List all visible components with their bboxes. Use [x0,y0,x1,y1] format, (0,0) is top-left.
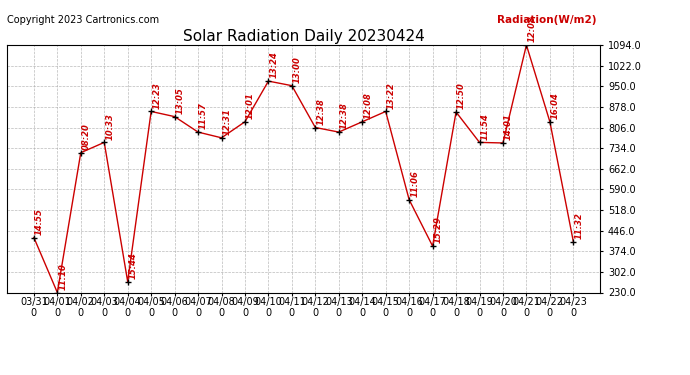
Text: 11:32: 11:32 [574,212,583,239]
Text: 11:54: 11:54 [480,113,490,140]
Text: 14:01: 14:01 [504,113,513,140]
Text: 12:01: 12:01 [246,92,255,119]
Text: 13:24: 13:24 [270,51,279,78]
Text: 12:08: 12:08 [527,15,536,42]
Text: 12:38: 12:38 [340,102,349,129]
Text: 12:31: 12:31 [223,108,232,135]
Text: 11:06: 11:06 [410,170,420,197]
Text: 16:04: 16:04 [551,92,560,119]
Text: 14:55: 14:55 [35,208,44,235]
Text: 12:23: 12:23 [152,82,161,109]
Text: 12:38: 12:38 [317,98,326,125]
Text: 15:29: 15:29 [433,216,443,243]
Text: Copyright 2023 Cartronics.com: Copyright 2023 Cartronics.com [7,15,159,25]
Title: Solar Radiation Daily 20230424: Solar Radiation Daily 20230424 [183,29,424,44]
Text: 13:22: 13:22 [387,82,396,109]
Text: 11:57: 11:57 [199,102,208,129]
Text: 12:50: 12:50 [457,82,466,109]
Text: Radiation(W/m2): Radiation(W/m2) [497,15,596,25]
Text: 10:33: 10:33 [106,113,115,140]
Text: 15:44: 15:44 [129,252,138,279]
Text: 13:00: 13:00 [293,56,302,83]
Text: 13:05: 13:05 [176,87,185,114]
Text: 08:20: 08:20 [82,123,91,150]
Text: 12:08: 12:08 [364,92,373,119]
Text: 11:10: 11:10 [59,263,68,290]
